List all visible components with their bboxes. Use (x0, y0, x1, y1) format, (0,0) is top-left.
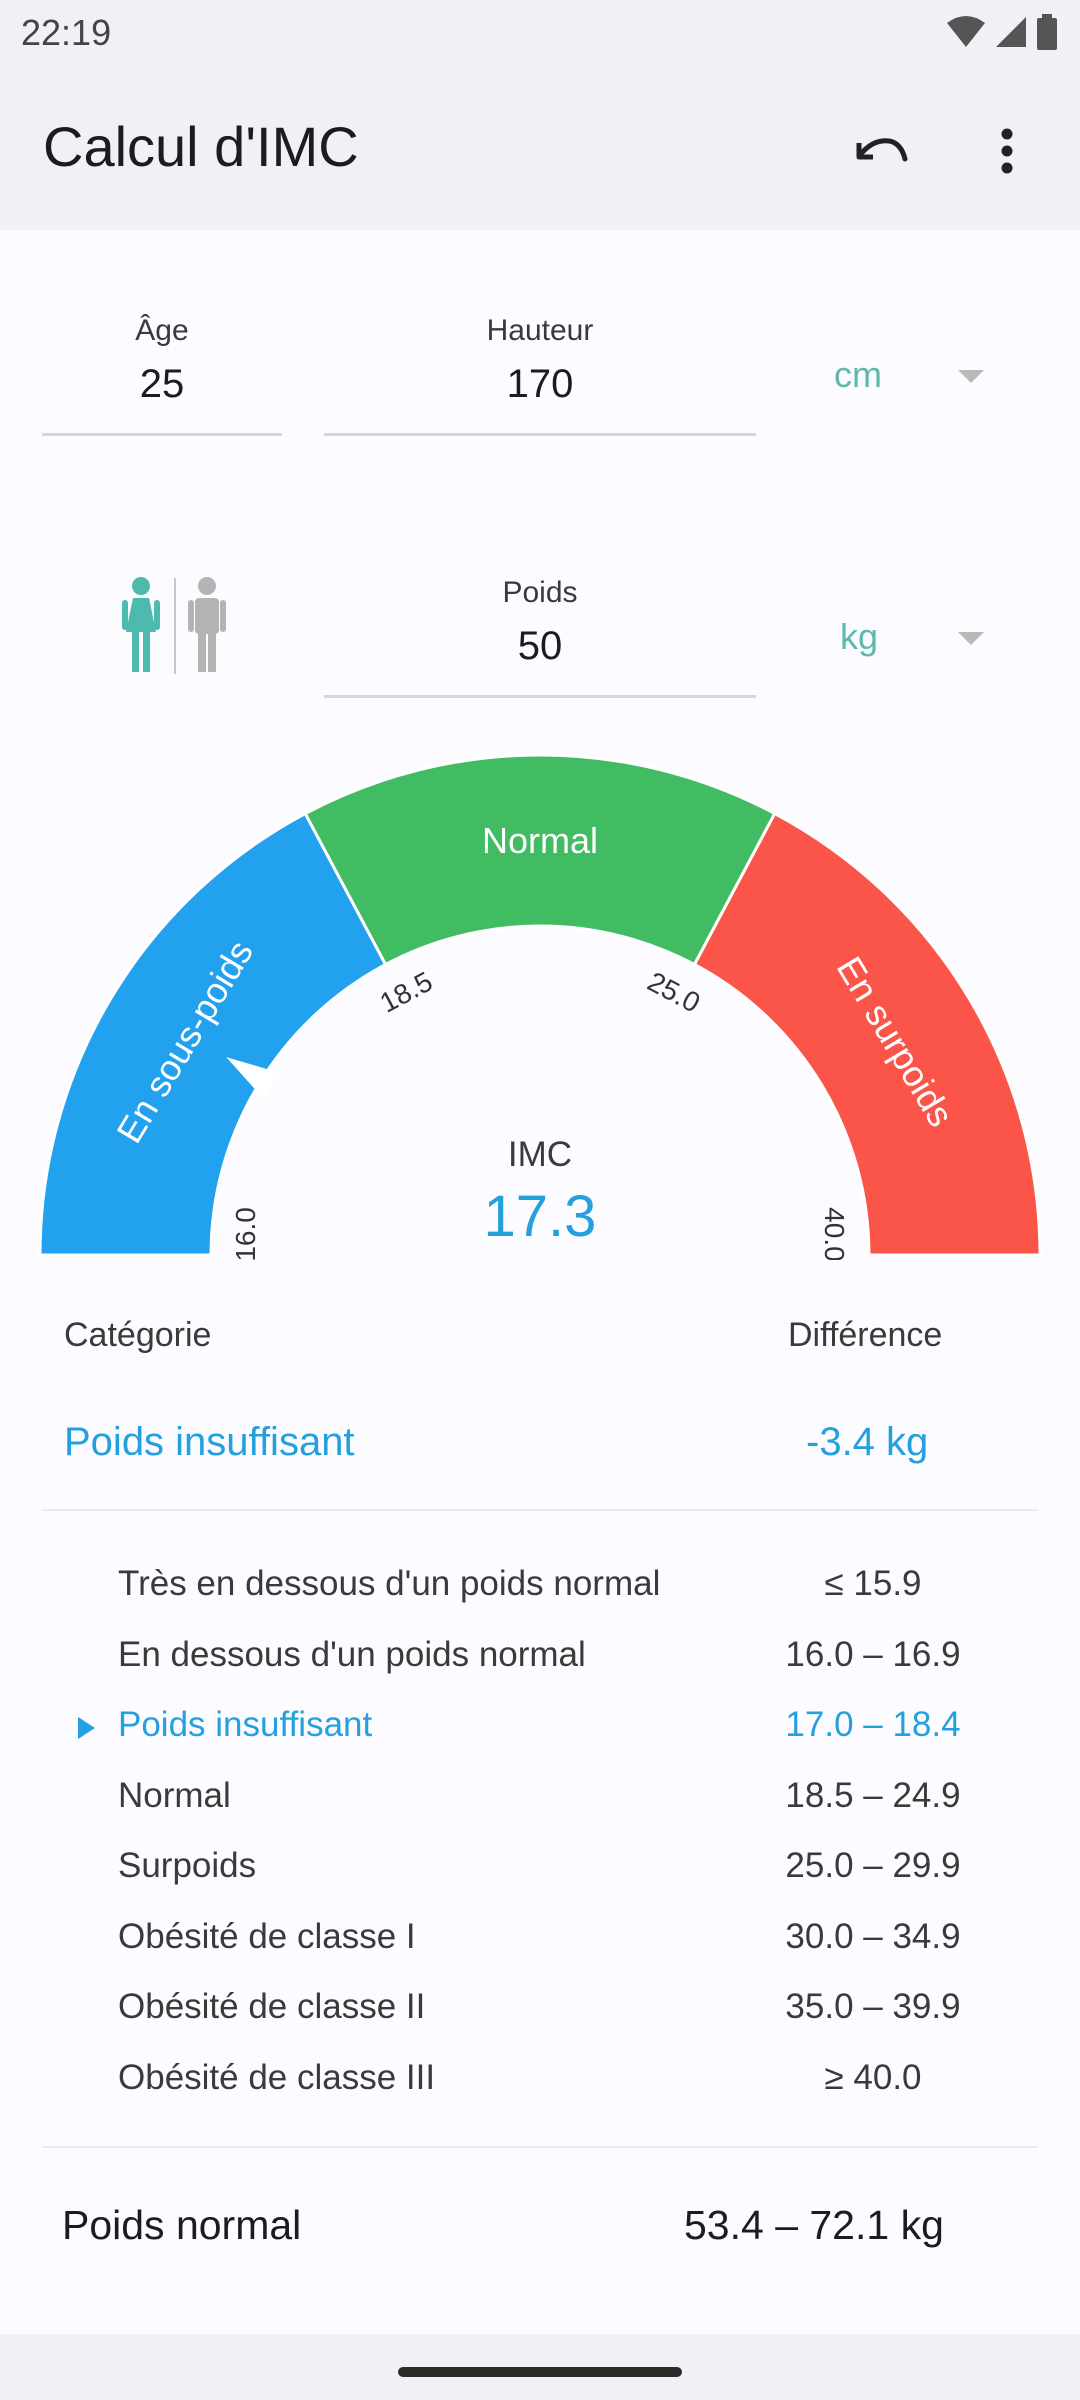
table-row: Obésité de classe I 30.0 – 34.9 (0, 1907, 1080, 1967)
battery-icon (1037, 14, 1057, 50)
normal-weight-label: Poids normal (62, 2202, 302, 2248)
age-underline (42, 433, 282, 436)
table-row: Poids insuffisant 17.0 – 18.4 (0, 1695, 1080, 1755)
bmi-gauge: En sous-poids Normal En surpoids 16.0 18.5 2… (0, 740, 1080, 1262)
category-header: Catégorie (64, 1316, 212, 1354)
weight-field[interactable]: Poids 50 (324, 562, 756, 702)
weight-underline (324, 695, 756, 698)
gauge-segment-underweight (38, 811, 388, 1257)
bmi-value: 17.3 (484, 1184, 597, 1249)
row-range: 16.0 – 16.9 (785, 1634, 961, 1674)
chevron-down-icon (958, 632, 984, 645)
row-label: Obésité de classe III (118, 2057, 436, 2097)
table-row: En dessous d'un poids normal 16.0 – 16.9 (0, 1625, 1080, 1685)
home-handle[interactable] (398, 2367, 682, 2377)
height-input[interactable]: 170 (506, 362, 574, 406)
difference-header: Différence (788, 1316, 943, 1354)
status-time: 22:19 (21, 12, 112, 53)
male-icon[interactable] (188, 577, 226, 672)
female-icon[interactable] (122, 577, 160, 672)
gender-divider (174, 578, 176, 674)
age-input[interactable]: 25 (139, 362, 185, 406)
normal-weight-range: 53.4 – 72.1 kg (684, 2202, 944, 2248)
gauge-tick-label: 18.5 (375, 966, 438, 1019)
gauge-segment-overweight (692, 811, 1042, 1257)
status-icons (946, 12, 1058, 52)
play-arrow-icon (78, 1717, 95, 1739)
gauge-segment-normal (303, 753, 777, 967)
undo-button[interactable] (846, 116, 916, 186)
status-bar: 22:19 (0, 0, 1080, 64)
height-underline (324, 433, 756, 436)
row-range: ≥ 40.0 (824, 2057, 922, 2097)
gauge-tick-label: 40.0 (819, 1207, 850, 1260)
row-range: ≤ 15.9 (824, 1564, 922, 1603)
row-range: 17.0 – 18.4 (785, 1705, 961, 1744)
weight-unit-dropdown[interactable]: kg (800, 602, 1000, 672)
age-field[interactable]: Âge 25 (42, 300, 282, 440)
divider (42, 1509, 1038, 1511)
gender-toggle[interactable] (118, 576, 230, 676)
navigation-bar (0, 2334, 1080, 2400)
age-label: Âge (135, 314, 189, 347)
app-bar: Calcul d'IMC (0, 64, 1080, 230)
height-unit-dropdown[interactable]: cm (800, 340, 1000, 410)
row-label: Obésité de classe II (118, 1987, 426, 2026)
height-unit: cm (834, 354, 882, 395)
row-label: Obésité de classe I (118, 1916, 416, 1956)
gauge-tick-label: 16.0 (230, 1207, 261, 1260)
table-row: Normal 18.5 – 24.9 (0, 1766, 1080, 1826)
chevron-down-icon (958, 370, 984, 383)
result-category: Poids insuffisant (64, 1420, 355, 1464)
weight-label: Poids (502, 576, 578, 609)
gauge-tick-label: 25.0 (643, 966, 706, 1019)
row-range: 18.5 – 24.9 (785, 1775, 961, 1815)
weight-unit: kg (840, 616, 879, 657)
height-field[interactable]: Hauteur 170 (324, 300, 756, 440)
table-row: Obésité de classe III ≥ 40.0 (0, 2048, 1080, 2108)
gauge-segment-label: Normal (482, 820, 598, 861)
table-row: Surpoids 25.0 – 29.9 (0, 1836, 1080, 1896)
row-label: Normal (118, 1775, 231, 1815)
more-vert-icon (1001, 128, 1013, 174)
height-label: Hauteur (486, 314, 594, 347)
result-difference: -3.4 kg (806, 1420, 929, 1464)
table-row: Obésité de classe II 35.0 – 39.9 (0, 1977, 1080, 2037)
row-range: 30.0 – 34.9 (785, 1916, 961, 1956)
weight-input[interactable]: 50 (517, 624, 563, 668)
row-label: Poids insuffisant (118, 1705, 373, 1744)
row-label: En dessous d'un poids normal (118, 1634, 586, 1674)
row-range: 35.0 – 39.9 (785, 1987, 961, 2026)
row-label: Très en dessous d'un poids normal (118, 1564, 661, 1603)
bmi-label: IMC (508, 1135, 572, 1174)
app-title: Calcul d'IMC (43, 115, 359, 178)
divider (42, 2146, 1038, 2148)
gauge-needle (226, 1057, 281, 1100)
wifi-icon (947, 16, 985, 47)
row-range: 25.0 – 29.9 (785, 1846, 961, 1885)
row-label: Surpoids (118, 1846, 257, 1885)
signal-icon (996, 17, 1026, 47)
more-options-button[interactable] (972, 116, 1042, 186)
table-row: Très en dessous d'un poids normal ≤ 15.9 (0, 1554, 1080, 1614)
undo-icon (856, 138, 908, 162)
